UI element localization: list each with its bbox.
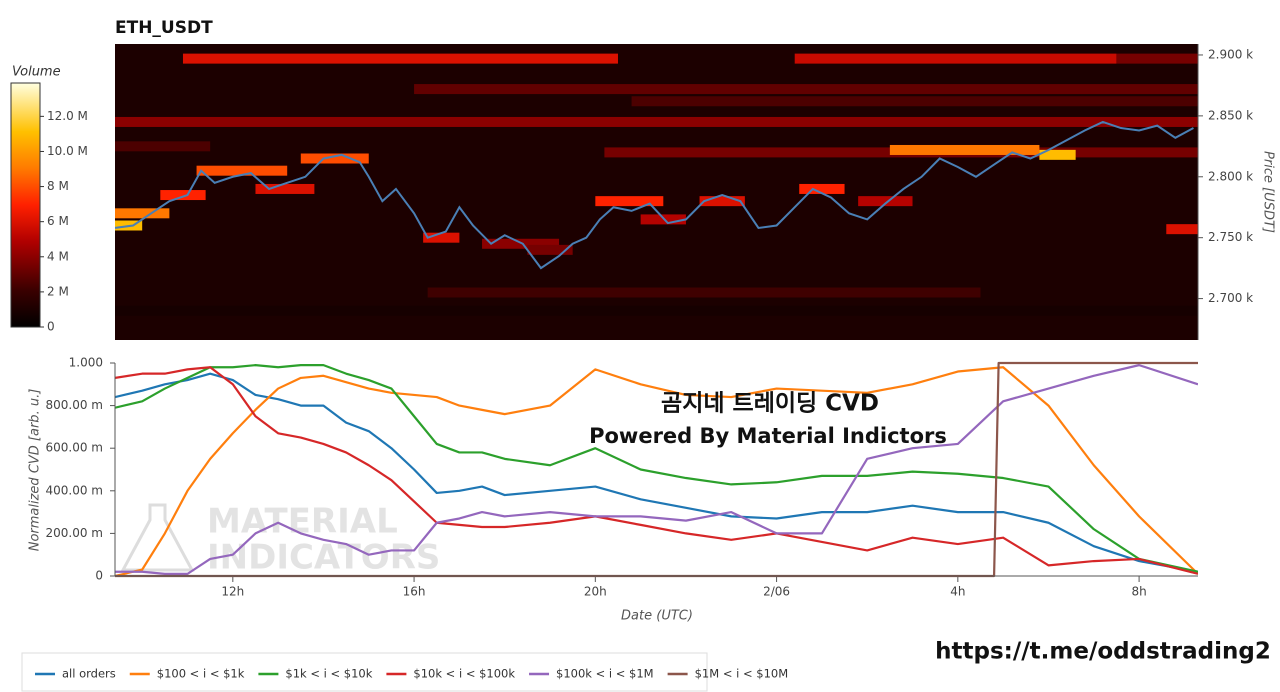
heatmap-cell (160, 190, 206, 201)
legend-label: $100k < i < $1M (556, 667, 654, 681)
colorbar-tick-label: 0 (47, 320, 55, 334)
x-tick-label: 20h (584, 585, 607, 599)
heatmap-cell (115, 305, 1198, 316)
heatmap-cell (300, 153, 369, 164)
heatmap-cell (115, 275, 1198, 286)
lines (115, 361, 1198, 578)
legend-label: $10k < i < $100k (413, 667, 515, 681)
heatmap-title: ETH_USDT (115, 18, 213, 38)
heatmap-cell (427, 287, 981, 298)
heatmap-cell (115, 116, 1198, 127)
watermark-icon (120, 503, 195, 572)
y-axis-label: Normalized CVD [arb. u.] (28, 389, 43, 552)
price-axis-label: Price [USDT] (1261, 151, 1276, 233)
heatmap-cell (794, 53, 1117, 64)
colorbar-tick-label: 12.0 M (47, 109, 88, 123)
annotation: 곰지네 트레이딩 CVD (661, 391, 879, 417)
colorbar-tick-label: 2 M (47, 284, 69, 298)
watermark: MATERIAL (207, 502, 398, 542)
price-line (115, 120, 1194, 270)
x-tick-label: 4h (950, 585, 965, 599)
heatmap-cell (182, 53, 618, 64)
heatmap-cell (527, 244, 573, 255)
series-line (115, 364, 1198, 575)
legend-label: $100 < i < $1k (157, 667, 245, 681)
x-tick-label: 2/06 (763, 585, 790, 599)
y-tick-label: 2.700 k (1208, 291, 1253, 305)
heatmap-cell (1166, 224, 1198, 235)
y-tick-label: 600.00 m (46, 441, 104, 455)
legend-label: $1M < i < $10M (695, 667, 789, 681)
heatmap-cell (858, 196, 913, 207)
colorbar-tick-label: 10.0 M (47, 144, 88, 158)
legend-label: $1k < i < $10k (285, 667, 372, 681)
heatmap-cell (196, 165, 288, 176)
footer-link[interactable]: https://t.me/oddstrading2 (935, 639, 1271, 665)
y-tick-label: 2.750 k (1208, 230, 1253, 244)
series-line (115, 364, 1198, 573)
heatmap-cell (414, 84, 1198, 95)
colorbar-tick-label: 4 M (47, 249, 69, 263)
y-tick-label: 400.00 m (46, 483, 104, 497)
y-tick-label: 1.000 (69, 356, 103, 370)
series-line (115, 366, 1198, 575)
watermark: INDICATORS (207, 538, 440, 578)
heatmap-cell (889, 144, 1040, 155)
colorbar (10, 82, 41, 328)
y-tick-label: 800.00 m (46, 398, 104, 412)
x-tick-label: 8h (1131, 585, 1146, 599)
series-line (115, 372, 1198, 573)
heatmap-cell (631, 96, 1198, 107)
price-line-layer (115, 120, 1194, 270)
heatmap-cell (115, 141, 211, 152)
colorbar-tick-label: 8 M (47, 179, 69, 193)
x-axis-label: Date (UTC) (621, 609, 693, 624)
heatmap-cell (595, 196, 664, 207)
y-tick-label: 0 (95, 569, 103, 583)
annotation: Powered By Material Indictors (589, 424, 947, 448)
y-tick-label: 2.900 k (1208, 47, 1253, 61)
heatmap-cell (1116, 53, 1198, 64)
heatmap-cell (423, 232, 460, 243)
heatmap-cell (255, 183, 315, 194)
legend-label: all orders (62, 667, 116, 681)
y-tick-label: 2.800 k (1208, 169, 1253, 183)
series-line (115, 366, 1198, 578)
heatmap-cells (115, 53, 1198, 316)
legend-box (21, 652, 708, 692)
heatmap-cell (699, 196, 745, 207)
heatmap-cell (1039, 149, 1076, 160)
heatmap-cell (115, 208, 170, 219)
y-tick-label: 200.00 m (46, 526, 104, 540)
colorbar-tick-label: 6 M (47, 214, 69, 228)
x-tick-label: 16h (403, 585, 426, 599)
legend: all orders $100 < i < $1k $1k < i < $10k $1… (35, 667, 788, 681)
heatmap-cell (799, 183, 845, 194)
x-tick-label: 12h (221, 585, 244, 599)
colorbar-title: Volume (12, 65, 61, 80)
y-tick-label: 2.850 k (1208, 108, 1253, 122)
